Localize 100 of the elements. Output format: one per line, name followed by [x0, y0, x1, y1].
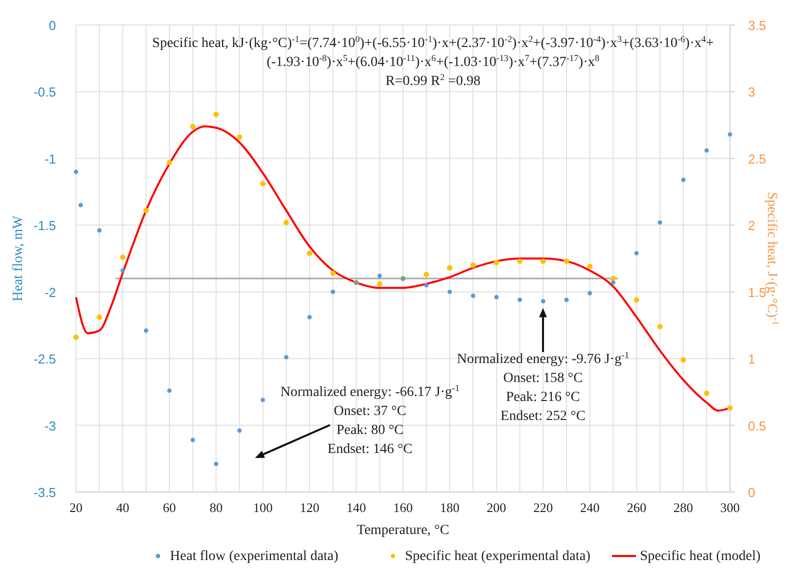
y2-tick-label: 2	[748, 218, 756, 234]
annotation: Peak: 216 °C	[506, 390, 580, 405]
x-tick-label: 20	[70, 500, 82, 515]
point	[120, 254, 126, 260]
point	[284, 355, 288, 360]
annotation: Endset: 146 °C	[328, 442, 412, 457]
point	[658, 220, 662, 225]
legend-label: Specific heat (experimental data)	[405, 549, 591, 564]
point	[657, 324, 663, 330]
point	[143, 208, 149, 214]
x-tick-label: 280	[674, 500, 694, 515]
y-tick-label: 0	[48, 18, 56, 33]
point	[190, 124, 196, 130]
point	[611, 280, 616, 285]
point	[470, 294, 476, 298]
point	[517, 258, 522, 264]
x-axis-title: Temperature, °C	[356, 523, 450, 538]
y2-tick-label: 1	[748, 352, 756, 367]
y-tick-label: -2	[44, 284, 56, 300]
point	[260, 181, 266, 186]
point	[330, 290, 336, 294]
x-tick-label: 160	[393, 500, 413, 515]
x-tick-label: 300	[720, 500, 740, 515]
point	[73, 334, 79, 340]
x-tick-label: 60	[162, 500, 176, 515]
point	[424, 272, 430, 278]
point	[610, 276, 616, 282]
point	[167, 388, 172, 393]
point	[260, 398, 266, 402]
x-tick-label: 240	[580, 500, 600, 515]
point	[681, 178, 686, 182]
legend-label: Heat flow (experimental data)	[170, 549, 339, 564]
y2-tick-label: 2.5	[748, 151, 766, 166]
y2-tick-label: 3.5	[748, 18, 766, 33]
point	[540, 298, 546, 304]
point	[727, 405, 733, 411]
x-tick-label: 120	[300, 500, 320, 515]
point	[447, 265, 452, 271]
x-tick-label: 100	[253, 500, 273, 515]
x-tick-label: 260	[626, 500, 646, 515]
point	[144, 328, 148, 333]
y2-tick-label: 1.5	[748, 284, 766, 300]
x-tick-label: 80	[210, 500, 223, 515]
point	[424, 282, 429, 288]
point	[120, 268, 125, 273]
x-tick-label: 40	[116, 500, 130, 515]
point	[213, 112, 219, 118]
annotation: Peak: 80 °C	[336, 423, 404, 438]
y-tick-label: -0.5	[34, 84, 56, 100]
x-tick-label: 220	[533, 500, 553, 515]
point	[97, 228, 102, 233]
point	[377, 274, 382, 278]
y-axis-title: Heat flow, mW	[11, 214, 26, 302]
point	[74, 170, 78, 174]
annotation: Endset: 252 °C	[500, 409, 586, 424]
x-tick-label: 200	[486, 500, 506, 515]
point	[704, 148, 709, 153]
point	[634, 250, 639, 256]
point	[306, 250, 312, 256]
point	[330, 270, 336, 276]
point	[680, 357, 686, 363]
annotation: Onset: 158 °C	[503, 371, 583, 386]
point	[518, 298, 522, 302]
y2-tick-label: 3	[748, 84, 756, 100]
point	[587, 264, 593, 270]
point	[564, 298, 569, 302]
y2-tick-label: 0	[748, 485, 756, 500]
point	[236, 134, 242, 140]
point	[96, 314, 102, 320]
x-tick-label: 140	[346, 500, 366, 515]
point	[494, 294, 499, 300]
y-tick-label: -2.5	[34, 352, 56, 367]
point	[78, 202, 83, 208]
y2-tick-label: 0.5	[748, 418, 766, 434]
point	[237, 428, 242, 433]
annotation: Normalized energy: -9.76 J·g$^{-1}$	[456, 350, 630, 367]
point	[166, 160, 172, 166]
point	[634, 297, 640, 303]
point	[540, 258, 546, 264]
point	[284, 220, 289, 226]
x-tick-label: 180	[440, 500, 460, 515]
point	[588, 290, 592, 296]
point	[190, 438, 195, 442]
point	[564, 258, 570, 264]
point	[470, 262, 476, 268]
point	[728, 132, 732, 137]
text: Specific heat, kJ·(kg·°C)$^{-1}$=(7.74·10$^{0}$)+(-6.55·10$^{-1}$)·x+(2.37·10$^{-2}$)·x$^{2}$+(-3.97·10$^{-4}$)·x$^{3}$+(3.63·10$^{-6}$)·x$^{4}$+ (-1.93·10$^{-8}$)·x$^{5}$+(6.04·10$^{-11}$)·x$^{6}$+(-1.03·10$^{-13}$)·x$^{7}$+(7.37$^{-17}$)·x$^{8}$ R=0.99 R$^{2}$ =0.98	[152, 34, 714, 89]
y-tick-label: -3	[44, 418, 56, 434]
point	[448, 290, 452, 294]
y-tick-label: -1	[44, 151, 56, 166]
point	[704, 390, 710, 396]
legend-label: Specific heat (model)	[640, 549, 761, 564]
y-tick-label: -3.5	[34, 485, 56, 500]
annotation: Onset: 37 °C	[334, 404, 406, 419]
point	[494, 260, 500, 266]
y-tick-label: -1.5	[34, 218, 56, 234]
point	[307, 315, 312, 320]
point	[214, 462, 218, 466]
point	[376, 281, 382, 287]
annotation: Normalized energy: -66.17 J·g$^{-1}$	[280, 383, 460, 400]
